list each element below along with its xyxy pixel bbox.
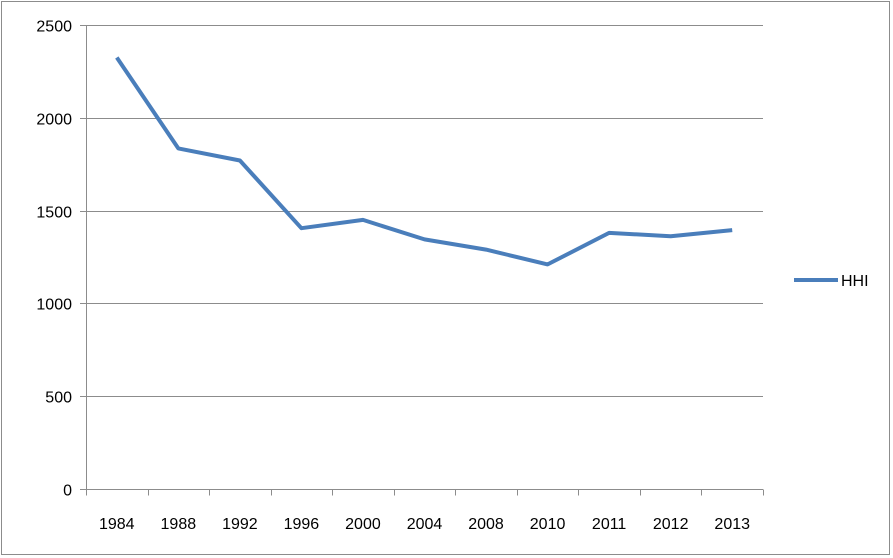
x-tick-label: 2010 bbox=[530, 516, 566, 533]
series-line-hhi bbox=[115, 56, 733, 267]
gridlines bbox=[86, 25, 763, 397]
x-tick-label: 1984 bbox=[99, 516, 135, 533]
legend-label: HHI bbox=[841, 273, 869, 290]
y-tick-labels: 0 500 1000 1500 2000 2500 bbox=[36, 19, 72, 500]
x-tick-label: 2000 bbox=[345, 516, 381, 533]
x-tick-label: 2008 bbox=[468, 516, 504, 533]
y-tick-label: 2000 bbox=[36, 112, 72, 129]
y-tick-label: 0 bbox=[63, 483, 72, 500]
x-tick-label: 1988 bbox=[161, 516, 197, 533]
x-tick-label: 2011 bbox=[592, 516, 627, 533]
y-tick-label: 500 bbox=[45, 390, 72, 407]
x-tick-label: 2013 bbox=[714, 516, 750, 533]
x-tick-label: 1992 bbox=[222, 516, 258, 533]
y-tick-label: 1000 bbox=[36, 297, 72, 314]
x-tick-label: 2004 bbox=[407, 516, 443, 533]
y-tick-label: 1500 bbox=[36, 205, 72, 222]
axes bbox=[80, 25, 764, 496]
series-lines bbox=[115, 56, 733, 267]
legend: HHI bbox=[794, 273, 869, 290]
x-tick-label: 2012 bbox=[653, 516, 689, 533]
x-tick-labels: 1984 1988 1992 1996 2000 2004 2008 2010 2011 2012… bbox=[99, 516, 750, 533]
x-tick-label: 1996 bbox=[284, 516, 320, 533]
y-tick-label: 2500 bbox=[36, 19, 72, 36]
